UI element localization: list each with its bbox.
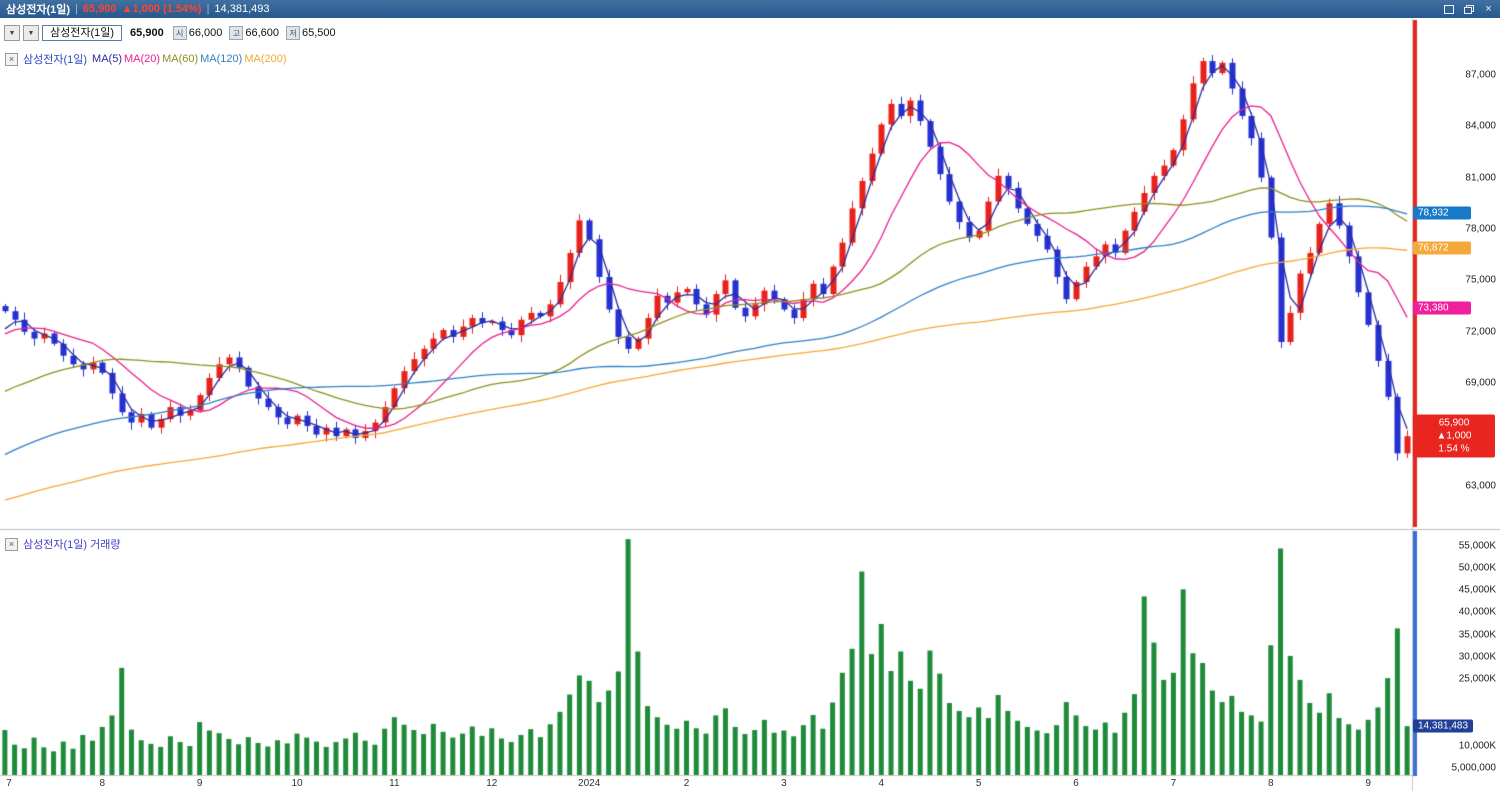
ohlc-value-high: 66,600 bbox=[245, 27, 280, 39]
symbol-select-box[interactable]: 삼성전자(1일) bbox=[42, 25, 123, 41]
volume-pane-legend: × 삼성전자(1일) 거래량 bbox=[5, 536, 120, 552]
titlebar-separator-2: | bbox=[206, 3, 210, 15]
ma-legend-item-5[interactable]: MA(5) bbox=[92, 53, 122, 65]
titlebar-volume: 14,381,493 bbox=[214, 3, 270, 15]
ma-legend-item-200[interactable]: MA(200) bbox=[244, 53, 287, 65]
close-window-button[interactable]: × bbox=[1485, 3, 1492, 15]
ohlc-item-open: 시 66,000 bbox=[172, 26, 223, 40]
ma-legend-item-60[interactable]: MA(60) bbox=[162, 53, 199, 65]
chart-type-dropdown[interactable]: ▼ bbox=[4, 25, 20, 41]
float-window-icon bbox=[1443, 4, 1454, 14]
current-price-readout: 65,900 bbox=[130, 27, 164, 39]
window-titlebar: 삼성전자(1일) | 65,900 ▲1,000 (1.54%) | 14,38… bbox=[0, 0, 1500, 18]
titlebar-price: 65,900 bbox=[82, 3, 117, 15]
ma-legend: MA(5) MA(20) MA(60) MA(120) MA(200) bbox=[92, 53, 286, 65]
volume-legend-label: 삼성전자(1일) 거래량 bbox=[23, 539, 121, 551]
float-window-button[interactable] bbox=[1440, 2, 1457, 17]
titlebar-change: ▲1,000 (1.54%) bbox=[121, 3, 202, 15]
price-pane-legend: × 삼성전자(1일) MA(5) MA(20) MA(60) MA(120) MA(20… bbox=[5, 51, 287, 67]
ohlc-tag-low: 저 bbox=[286, 26, 301, 40]
ohlc-tag-open: 시 bbox=[172, 26, 187, 40]
titlebar-separator-1: | bbox=[75, 3, 78, 15]
ohlc-item-low: 저 65,500 bbox=[286, 26, 336, 40]
ohlc-value-low: 65,500 bbox=[302, 27, 336, 39]
ma-legend-item-20[interactable]: MA(20) bbox=[124, 53, 161, 65]
close-volume-indicator-icon[interactable]: × bbox=[5, 537, 18, 551]
ohlc-item-high: 고 66,600 bbox=[229, 26, 279, 40]
close-price-indicator-icon[interactable]: × bbox=[5, 52, 18, 66]
restore-window-icon bbox=[1463, 4, 1474, 14]
restore-window-button[interactable] bbox=[1460, 2, 1477, 17]
ohlc-readout: 시 66,000 고 66,600 저 65,500 bbox=[172, 26, 336, 40]
ma-legend-item-120[interactable]: MA(120) bbox=[200, 53, 243, 65]
chart-period-dropdown[interactable]: ▼ bbox=[23, 25, 39, 41]
ohlc-tag-high: 고 bbox=[229, 26, 244, 40]
ohlc-value-open: 66,000 bbox=[188, 27, 223, 39]
price-legend-symbol: 삼성전자(1일) bbox=[23, 54, 88, 66]
titlebar-symbol: 삼성전자(1일) bbox=[6, 4, 71, 16]
chart-toolbar: ▼ ▼ 삼성전자(1일) 65,900 시 66,000 고 66,600 저 65,50… bbox=[4, 25, 336, 41]
